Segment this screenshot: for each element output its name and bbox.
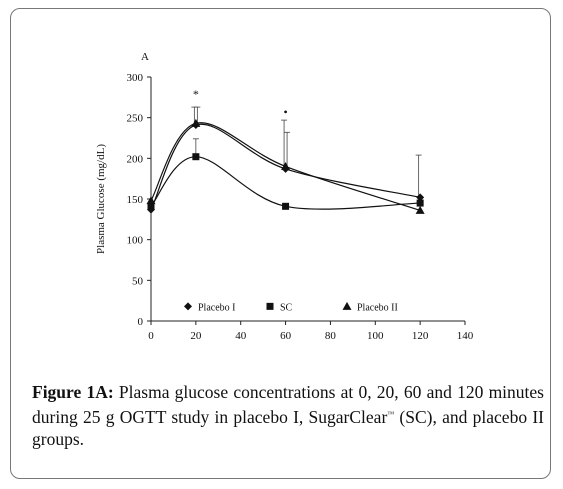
data-point-2 [146, 196, 156, 205]
series-lines [150, 122, 421, 211]
figure-caption: Figure 1A: Plasma glucose concentrations… [32, 381, 544, 450]
significance-mark: • [283, 105, 287, 119]
panel-label: A [141, 51, 149, 63]
caption-text-1: Plasma glucose concentrations at 0, 20, … [32, 382, 544, 427]
data-point-2 [415, 205, 425, 214]
data-point-1 [416, 199, 424, 207]
y-tick-label: 150 [127, 194, 144, 206]
x-tick-label: 100 [367, 330, 384, 342]
legend-marker-1 [266, 302, 274, 310]
legend-marker-0 [184, 302, 192, 311]
legend-label: Placebo I [198, 302, 236, 313]
y-tick-label: 50 [132, 275, 144, 287]
glucose-chart: 0 50 100 150 200 250 300 0 20 40 60 80 100 120 140 Pla… [95, 51, 474, 342]
x-tick-label: 60 [280, 330, 292, 342]
y-tick-label: 250 [127, 113, 144, 125]
data-point-1 [282, 202, 290, 210]
x-tick-label: 80 [325, 330, 337, 342]
x-tick-label: 140 [457, 330, 474, 342]
trademark-symbol: ™ [387, 410, 395, 418]
significance-mark: * [193, 87, 199, 101]
caption-label: Figure 1A: [32, 382, 114, 402]
chart-annotations: *• [193, 87, 288, 119]
chart-legend: Placebo I SC Placebo II [184, 301, 398, 313]
y-tick-label: 300 [127, 72, 144, 84]
x-tick-label: 40 [235, 330, 247, 342]
chart-axes: 0 50 100 150 200 250 300 0 20 40 60 80 100 120 140 [127, 72, 474, 342]
series-line-2 [150, 122, 421, 211]
legend-marker-2 [342, 301, 352, 310]
data-point-2 [191, 118, 201, 127]
data-point-2 [281, 161, 291, 170]
y-tick-label: 200 [127, 153, 144, 165]
x-tick-label: 120 [412, 330, 429, 342]
x-tick-label: 0 [148, 330, 154, 342]
series-markers [146, 118, 425, 214]
y-tick-label: 100 [127, 235, 144, 247]
series-line-0 [150, 123, 421, 210]
legend-label: SC [280, 302, 293, 313]
data-point-1 [192, 153, 200, 161]
error-bars [191, 106, 422, 198]
caption-text-2: (SC), and placebo II groups. [32, 406, 544, 449]
x-tick-label: 20 [190, 330, 202, 342]
legend-label: Placebo II [357, 302, 398, 313]
series-line-1 [150, 156, 421, 210]
data-point-0 [416, 193, 425, 202]
figure-frame [10, 8, 551, 479]
y-axis-label: Plasma Glucose (mg/dL) [95, 144, 107, 254]
y-tick-label: 0 [138, 316, 144, 328]
data-point-1 [147, 202, 155, 210]
